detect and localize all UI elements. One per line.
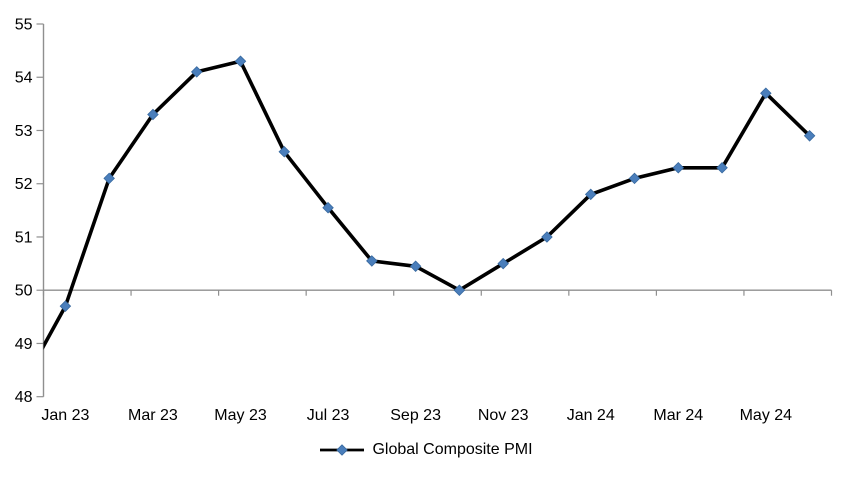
data-point-marker [366,255,378,267]
data-point-marker [453,284,466,296]
chart-legend: Global Composite PMI [0,441,852,459]
data-point-marker [409,260,422,273]
data-point-marker [541,231,553,243]
data-point-marker [234,55,247,68]
y-axis-tick-label: 48 [15,389,33,406]
data-point-marker [760,87,772,99]
x-axis-tick-label: Mar 23 [128,407,178,424]
y-axis-tick-label: 52 [15,176,33,193]
y-axis-tick-label: 54 [15,70,33,87]
x-axis-tick-label: Jan 24 [567,407,615,424]
legend-marker-diamond [336,444,349,456]
y-axis-tick-label: 55 [15,17,33,34]
x-axis-tick-label: Mar 24 [653,407,703,424]
series-line [43,59,812,350]
y-axis-tick-label: 53 [15,123,33,140]
y-axis-tick-label: 50 [15,283,33,300]
data-point-marker [322,201,334,214]
x-axis-tick-label: May 23 [214,407,267,424]
legend-line-marker-icon [320,444,365,456]
data-point-marker [628,172,641,185]
data-point-marker [803,130,816,142]
data-point-marker [190,66,203,78]
data-point-marker [716,161,728,174]
x-axis-tick-label: Jul 23 [307,407,350,424]
x-axis-tick-label: Sep 23 [390,407,441,424]
data-point-marker [584,188,597,201]
y-axis-tick-label: 49 [15,336,33,353]
legend-label: Global Composite PMI [372,441,533,458]
data-point-marker [497,257,509,270]
data-point-marker [672,161,685,174]
data-point-marker [147,108,159,121]
series-group [43,55,816,350]
x-axis-tick-label: Jan 23 [41,407,89,424]
data-point-marker [278,146,291,158]
y-axis-tick-label: 51 [15,229,33,246]
data-point-marker [59,300,72,312]
x-axis-tick-label: Nov 23 [478,407,529,424]
data-point-marker [103,172,115,185]
x-axis-tick-label: May 24 [740,407,793,424]
plot-area: 48 49 50 51 52 53 54 55 Jan 23 Mar 23 May 23 Jul 23… [15,17,833,424]
